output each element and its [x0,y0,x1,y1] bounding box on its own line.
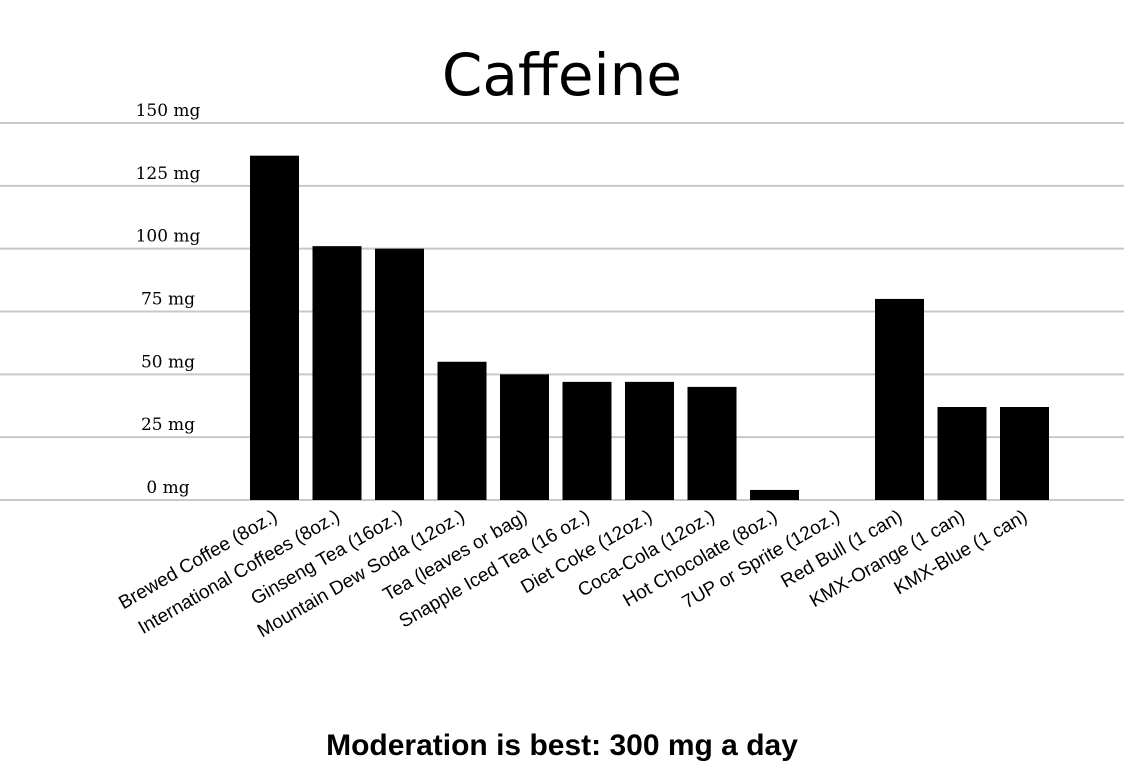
bar-6 [625,381,674,500]
y-tick-label-150: 150 mg [136,101,201,121]
bar-8 [750,489,799,500]
bar-10 [875,298,924,500]
y-tick-label-125: 125 mg [136,164,201,184]
chart-title: Caffeine [442,41,682,109]
bar-5 [562,381,612,500]
bar-0 [250,155,299,500]
bar-4 [500,374,549,500]
y-tick-label-0: 0 mg [146,478,189,498]
y-tick-label-50: 50 mg [141,352,195,372]
bar-2 [375,248,424,500]
y-tick-label-75: 75 mg [141,290,195,310]
y-tick-label-100: 100 mg [136,227,201,247]
bar-11 [937,407,987,500]
bar-12 [1000,407,1049,500]
bar-7 [687,386,737,500]
bars [250,155,1049,500]
grid-lines [0,122,1124,501]
y-axis-tick-labels: 0 mg 25 mg 50 mg 75 mg 100 mg 125 mg 150 mg [136,101,201,498]
x-axis-category-labels: Brewed Coffee (8oz.)International Coffee… [115,506,1031,642]
bar-1 [312,246,362,500]
y-tick-label-25: 25 mg [141,415,195,435]
chart-subtitle: Moderation is best: 300 mg a day [326,729,798,762]
bar-3 [437,361,487,500]
